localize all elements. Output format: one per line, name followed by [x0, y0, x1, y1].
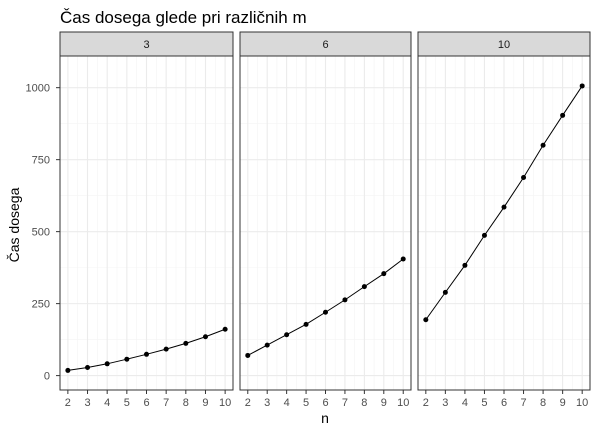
x-tick-label: 2 [423, 397, 429, 409]
data-point [85, 365, 91, 371]
y-tick-label: 750 [32, 155, 50, 167]
data-point [462, 262, 468, 268]
x-tick-label: 6 [322, 397, 328, 409]
x-tick-label: 9 [560, 397, 566, 409]
x-tick-label: 10 [219, 397, 231, 409]
x-tick-label: 4 [284, 397, 290, 409]
data-point [65, 367, 71, 373]
x-tick-label: 8 [361, 397, 367, 409]
x-tick-label: 3 [264, 397, 270, 409]
data-point [222, 326, 228, 332]
data-point [264, 342, 270, 348]
data-point [560, 112, 566, 118]
data-point [144, 351, 149, 357]
facet-strip-label: 3 [143, 39, 149, 51]
facet-panel-6: 6 2 3 4 5 6 7 8 9 10 [239, 31, 412, 409]
data-point [579, 83, 585, 89]
x-tick-label: 5 [481, 397, 487, 409]
data-point [442, 289, 448, 295]
y-tick-label: 0 [44, 371, 50, 383]
x-tick-label: 7 [520, 397, 526, 409]
y-tick-label: 250 [32, 299, 50, 311]
x-axis-title: n [321, 410, 329, 426]
facet-strip-label: 6 [322, 39, 328, 51]
x-tick-label: 2 [65, 397, 71, 409]
x-tick-label: 7 [163, 397, 169, 409]
x-tick-label: 3 [84, 397, 90, 409]
data-point [521, 175, 527, 181]
facet-strip-label: 10 [498, 39, 510, 51]
x-tick-label: 8 [540, 397, 546, 409]
data-point [501, 204, 507, 210]
chart-title: Čas dosega glede pri različnih m [60, 8, 307, 27]
x-tick-label: 6 [501, 397, 507, 409]
x-tick-label: 10 [397, 397, 409, 409]
facet-strip [239, 31, 412, 57]
data-point [381, 271, 387, 277]
x-tick-label: 9 [381, 397, 387, 409]
data-point [361, 284, 367, 290]
y-axis-title: Čas dosega [6, 187, 22, 262]
data-point [423, 317, 429, 323]
data-point [163, 346, 169, 352]
x-tick-label: 3 [442, 397, 448, 409]
x-tick-label: 9 [202, 397, 208, 409]
x-tick-label: 4 [462, 397, 468, 409]
x-tick-label: 7 [342, 397, 348, 409]
y-tick-label: 500 [32, 227, 50, 239]
data-point [400, 256, 406, 262]
x-tick-label: 10 [576, 397, 588, 409]
x-tick-label: 5 [124, 397, 130, 409]
data-point [183, 340, 189, 346]
data-point [481, 232, 487, 238]
facet-strip [417, 31, 591, 57]
x-tick-label: 5 [303, 397, 309, 409]
data-point [124, 356, 130, 362]
x-tick-label: 2 [245, 397, 251, 409]
facet-strip [59, 31, 234, 57]
facet-panel-3: 3 2 3 4 5 6 7 8 9 10 [59, 31, 234, 409]
data-point [245, 352, 251, 358]
x-tick-label: 8 [183, 397, 189, 409]
data-point [202, 334, 208, 340]
data-point [284, 332, 290, 338]
y-tick-label: 1000 [26, 83, 50, 95]
data-point [104, 361, 110, 367]
x-tick-label: 4 [104, 397, 110, 409]
data-point [303, 321, 309, 327]
data-point [540, 142, 546, 148]
data-point [323, 309, 328, 315]
x-tick-label: 6 [143, 397, 149, 409]
facet-panel-10: 10 2 3 4 5 6 7 8 9 10 [417, 31, 591, 409]
data-point [342, 297, 348, 303]
